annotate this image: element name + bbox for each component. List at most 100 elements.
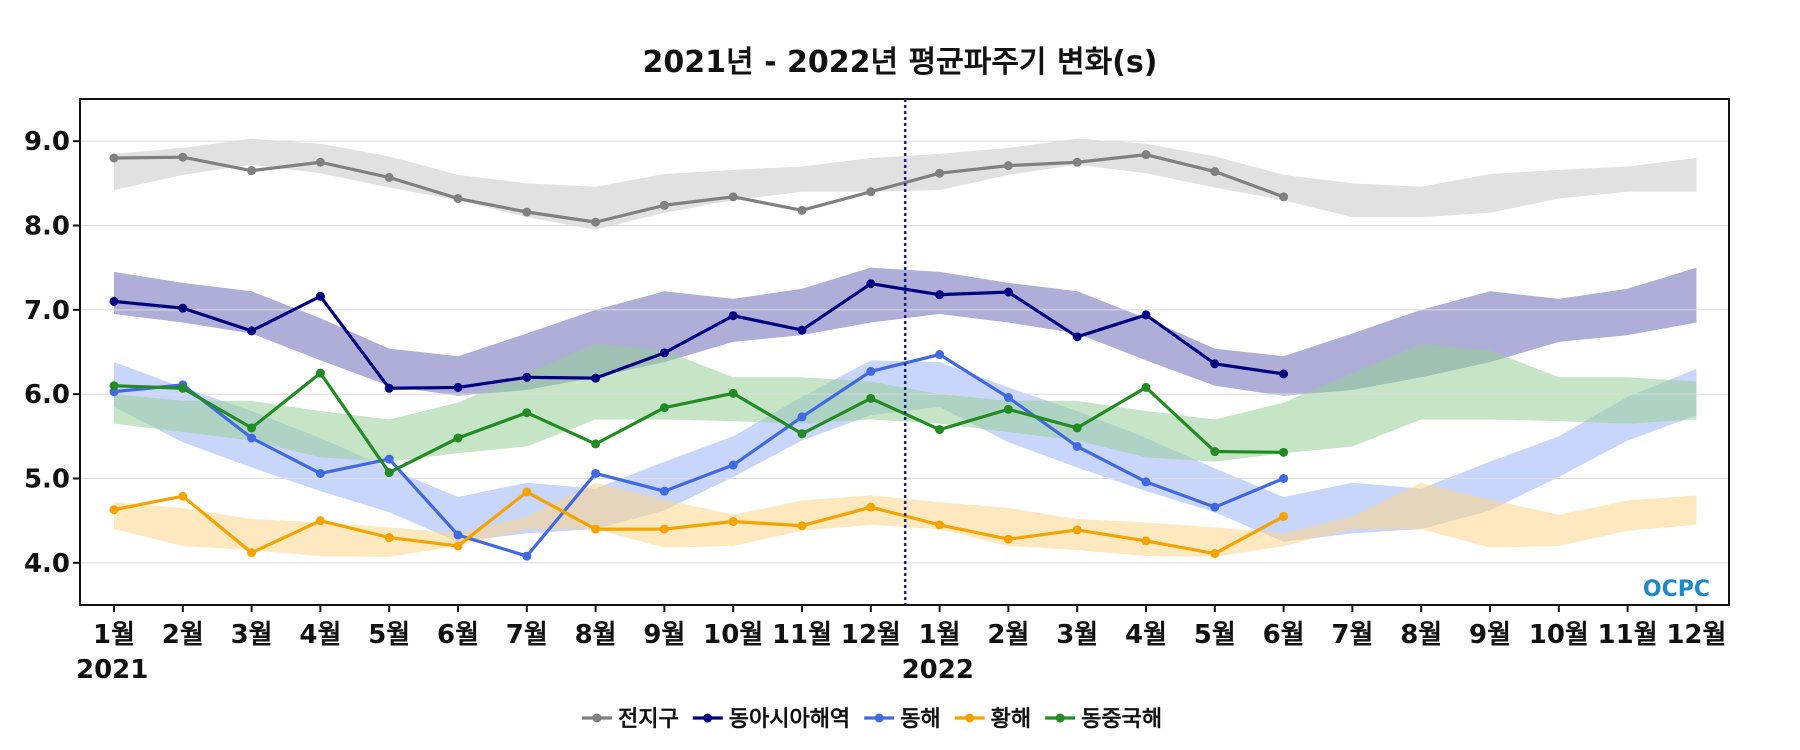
data-point bbox=[797, 205, 807, 215]
data-point bbox=[315, 157, 325, 167]
data-point bbox=[1003, 534, 1013, 544]
data-point bbox=[1210, 502, 1220, 512]
data-point bbox=[935, 290, 945, 300]
x-tick-label: 1월 bbox=[93, 620, 135, 650]
data-point bbox=[659, 524, 669, 534]
data-point bbox=[935, 425, 945, 435]
data-point bbox=[797, 412, 807, 422]
data-point bbox=[1141, 477, 1151, 487]
x-tick-label: 1월 bbox=[919, 620, 961, 650]
data-point bbox=[866, 393, 876, 403]
data-point bbox=[1141, 310, 1151, 320]
x-tick-label: 10월 bbox=[703, 620, 763, 650]
data-point bbox=[935, 520, 945, 530]
data-point bbox=[797, 521, 807, 531]
data-point bbox=[1210, 549, 1220, 559]
ocpc-logo: OCPC bbox=[1643, 577, 1710, 602]
legend-swatch-marker bbox=[592, 713, 602, 723]
series-line bbox=[113, 282, 1284, 390]
data-point bbox=[659, 348, 669, 358]
data-point bbox=[109, 381, 119, 391]
data-point bbox=[1210, 359, 1220, 369]
data-point bbox=[797, 429, 807, 439]
y-tick-label: 5.0 bbox=[24, 465, 70, 495]
band-area bbox=[114, 360, 1697, 542]
data-point bbox=[384, 172, 394, 182]
data-point bbox=[522, 408, 532, 418]
data-point bbox=[178, 383, 188, 393]
series-layer bbox=[109, 150, 1289, 561]
x-tick-label: 11월 bbox=[772, 620, 832, 650]
data-point bbox=[591, 439, 601, 449]
legend-swatch-marker bbox=[874, 713, 884, 723]
y-tick-label: 9.0 bbox=[24, 127, 70, 157]
data-point bbox=[384, 383, 394, 393]
data-point bbox=[109, 505, 119, 515]
x-tick-label: 9월 bbox=[643, 620, 685, 650]
data-point bbox=[522, 207, 532, 217]
data-point bbox=[384, 468, 394, 478]
x-tick-label: 3월 bbox=[1056, 620, 1098, 650]
x-tick-label: 7월 bbox=[1331, 620, 1373, 650]
data-point bbox=[1279, 447, 1289, 457]
x-tick-label: 8월 bbox=[575, 620, 617, 650]
x-tick-label: 2월 bbox=[987, 620, 1029, 650]
year-label: 2022 bbox=[902, 655, 974, 685]
band-area bbox=[114, 343, 1697, 462]
data-point bbox=[1279, 369, 1289, 379]
data-point bbox=[384, 454, 394, 464]
data-point bbox=[1210, 167, 1220, 177]
data-point bbox=[453, 433, 463, 443]
band-area bbox=[114, 267, 1697, 396]
data-point bbox=[866, 366, 876, 376]
legend-label: 전지구 bbox=[618, 707, 679, 732]
data-point bbox=[178, 303, 188, 313]
data-point bbox=[384, 533, 394, 543]
x-tick-label: 6월 bbox=[1263, 620, 1305, 650]
data-point bbox=[728, 460, 738, 470]
legend-swatch-marker bbox=[1055, 713, 1065, 723]
data-point bbox=[109, 153, 119, 163]
data-point bbox=[659, 403, 669, 413]
legend: 전지구 동아시아해역 동해 황해 동중국해 bbox=[582, 707, 1162, 732]
data-point bbox=[935, 350, 945, 360]
data-point bbox=[591, 468, 601, 478]
legend-label: 동해 bbox=[900, 707, 940, 732]
data-point bbox=[522, 551, 532, 561]
data-point bbox=[866, 502, 876, 512]
data-point bbox=[1279, 474, 1289, 483]
data-point bbox=[522, 487, 532, 497]
legend-label: 동중국해 bbox=[1081, 707, 1162, 732]
axes-layer: 4.0 5.0 6.0 7.0 8.0 9.0 1월 2월 3월 4월 5월 6월 7월 8월 9월 10월 1… bbox=[24, 99, 1726, 685]
data-point bbox=[453, 382, 463, 392]
data-point bbox=[315, 468, 325, 478]
data-point bbox=[1279, 511, 1289, 521]
data-point bbox=[1072, 441, 1082, 451]
data-point bbox=[591, 524, 601, 534]
data-point bbox=[315, 368, 325, 378]
x-tick-label: 12월 bbox=[841, 620, 901, 650]
data-point bbox=[109, 296, 119, 306]
data-point bbox=[728, 311, 738, 321]
data-point bbox=[728, 192, 738, 202]
legend-swatch-marker bbox=[703, 713, 713, 723]
series-line bbox=[113, 352, 1285, 558]
x-tick-label: 4월 bbox=[1125, 620, 1167, 650]
series-line bbox=[113, 371, 1284, 475]
data-point bbox=[315, 291, 325, 301]
data-point bbox=[1141, 150, 1151, 160]
data-point bbox=[178, 152, 188, 162]
year-label: 2021 bbox=[76, 655, 148, 685]
x-tick-label: 4월 bbox=[299, 620, 341, 650]
data-point bbox=[591, 217, 601, 227]
data-point bbox=[591, 373, 601, 383]
data-point bbox=[1072, 332, 1082, 342]
y-tick-label: 7.0 bbox=[24, 296, 70, 326]
data-point bbox=[866, 279, 876, 289]
data-point bbox=[866, 187, 876, 197]
data-point bbox=[1072, 423, 1082, 433]
x-tick-label: 10월 bbox=[1529, 620, 1589, 650]
x-tick-label: 9월 bbox=[1469, 620, 1511, 650]
legend-swatch-marker bbox=[965, 713, 975, 723]
data-point bbox=[1003, 404, 1013, 414]
